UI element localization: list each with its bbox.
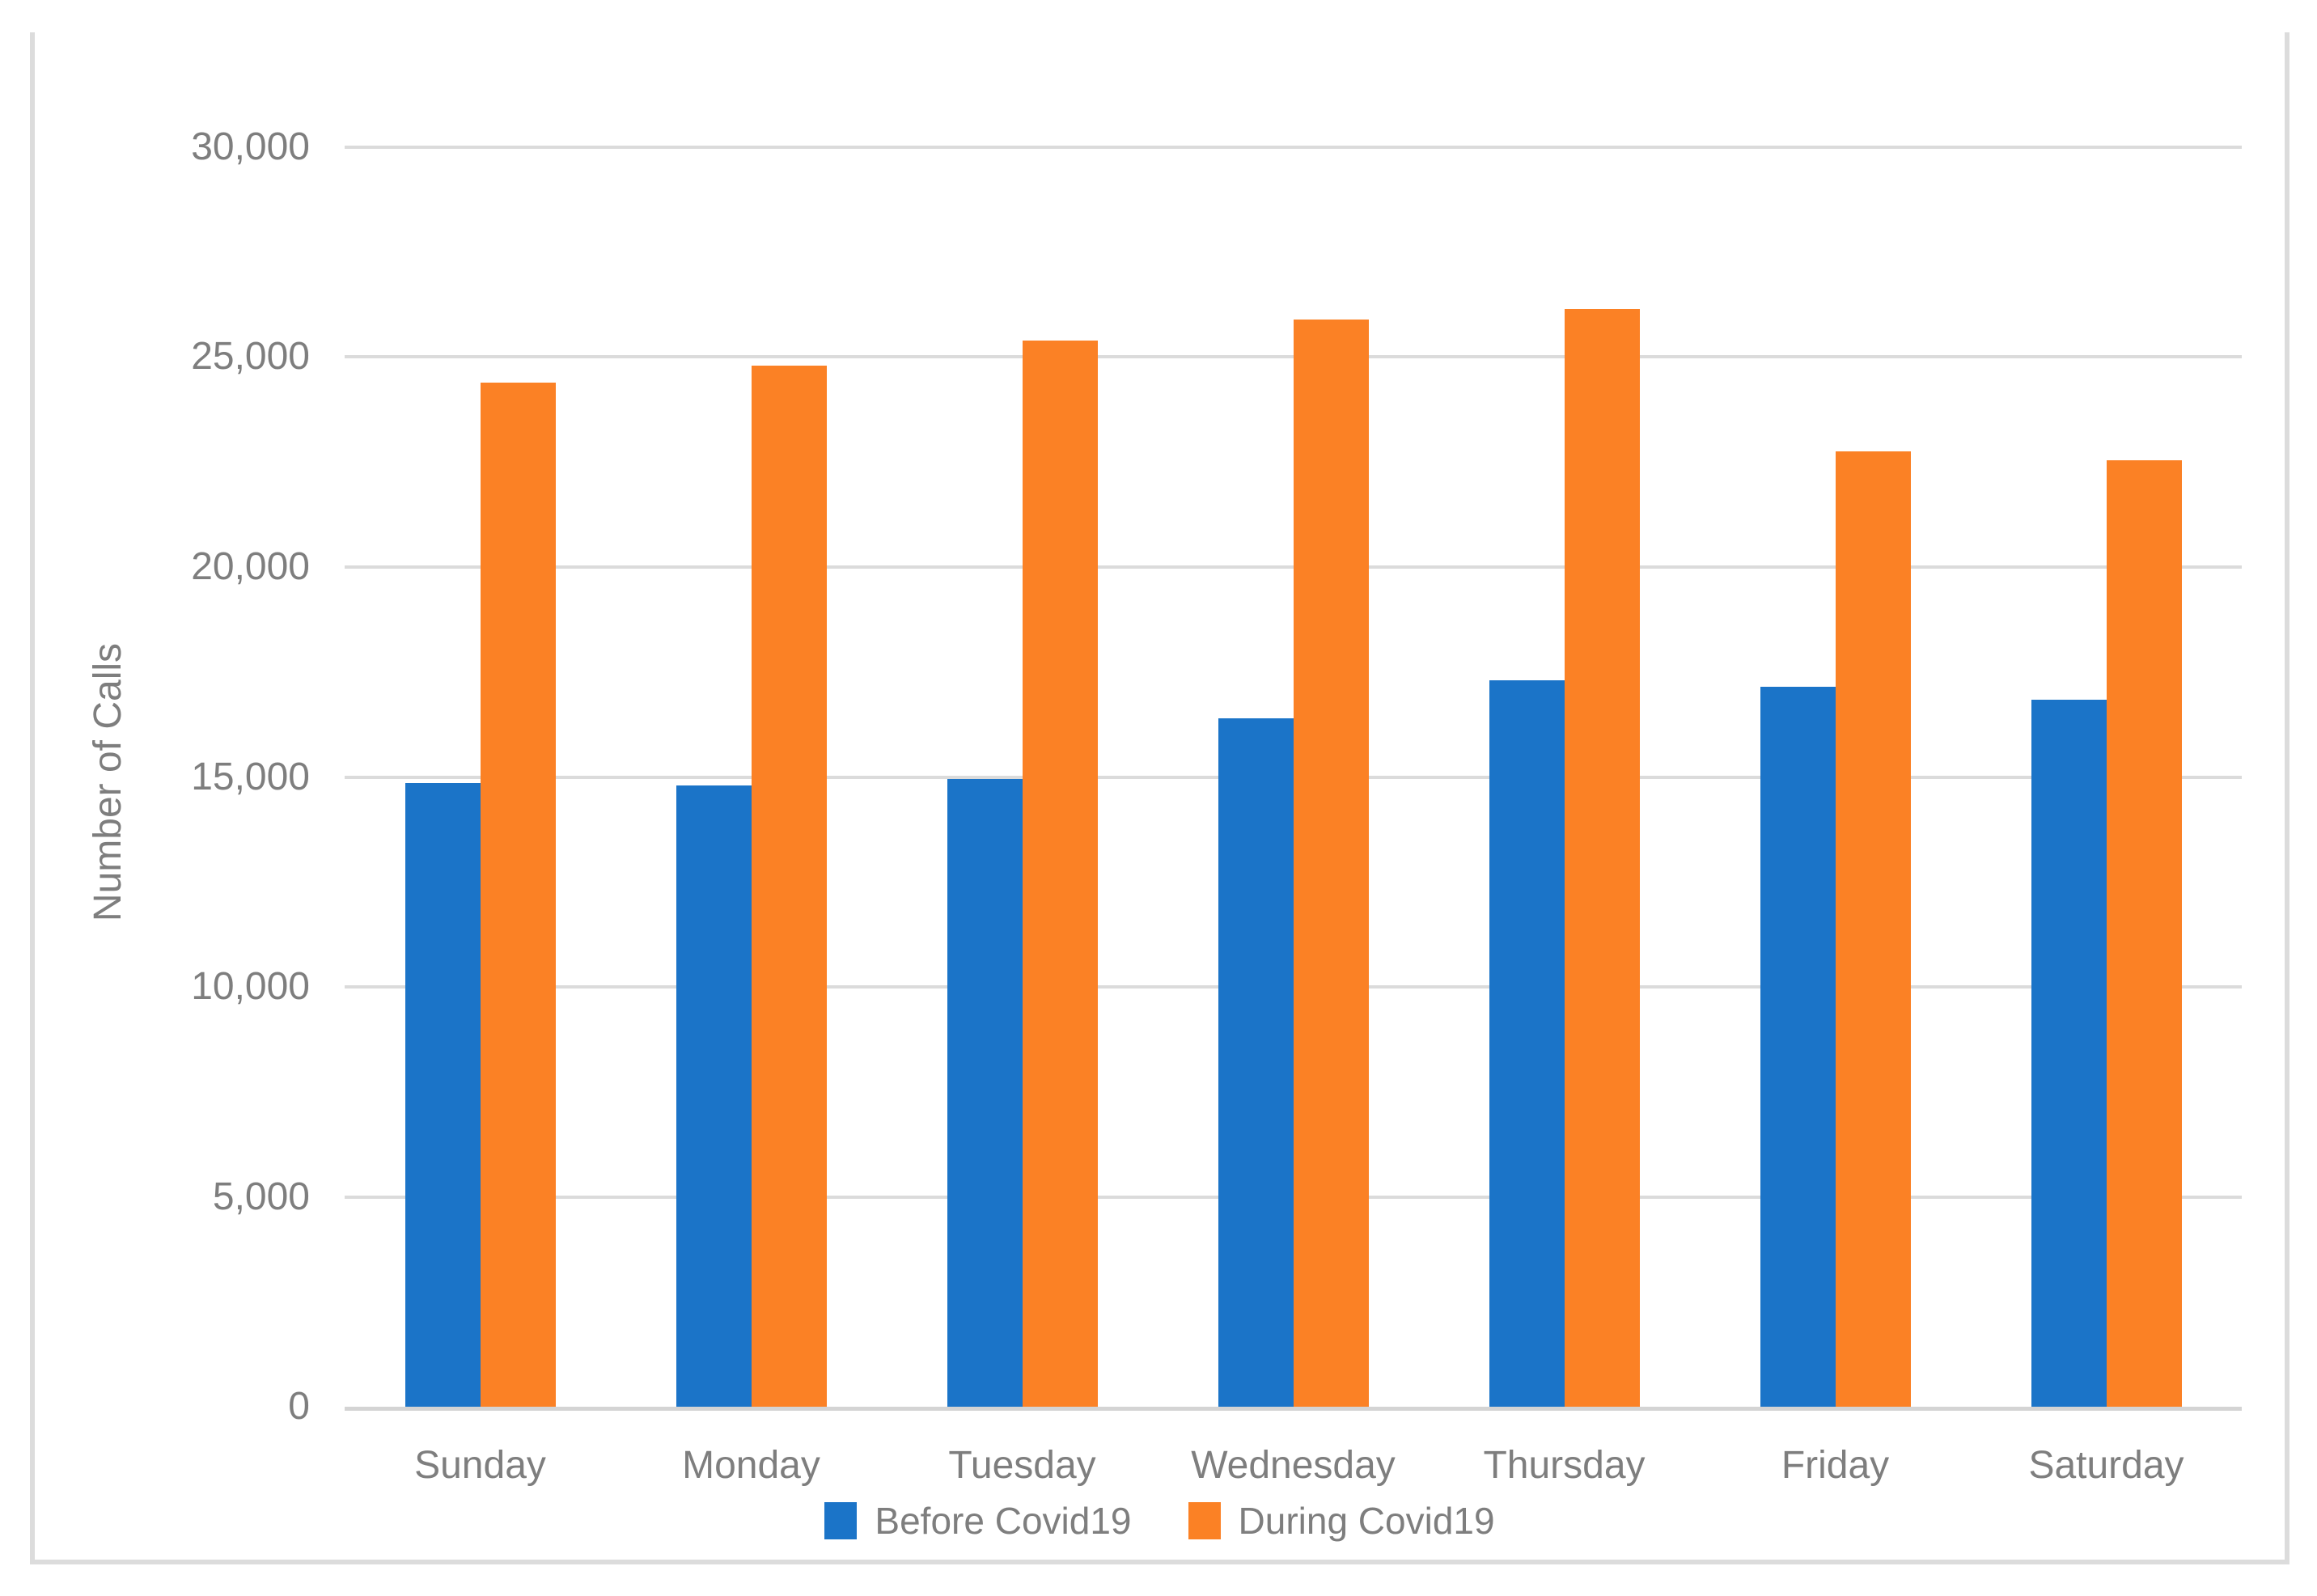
bar-group-tuesday	[887, 147, 1158, 1407]
legend-label-during-covid19: During Covid19	[1238, 1500, 1495, 1542]
y-tick-label-30-000: 30,000	[191, 125, 310, 168]
legend-swatch-during-covid19-icon	[1188, 1502, 1221, 1539]
bar-during-covid19-saturday	[2106, 459, 2182, 1407]
x-label-monday: Monday	[682, 1444, 820, 1487]
legend-label-before-covid19: Before Covid19	[875, 1500, 1132, 1542]
bar-during-covid19-thursday	[1564, 308, 1640, 1407]
bar-before-covid19-tuesday	[947, 779, 1023, 1407]
bar-group-monday	[616, 147, 887, 1407]
bar-group-thursday	[1429, 147, 1700, 1407]
bar-group-wednesday	[1158, 147, 1429, 1407]
x-label-tuesday: Tuesday	[948, 1444, 1096, 1487]
bar-before-covid19-saturday	[2031, 699, 2107, 1407]
x-label-wednesday: Wednesday	[1191, 1444, 1396, 1487]
bar-during-covid19-monday	[751, 365, 827, 1407]
bars-layer	[345, 147, 2242, 1407]
bar-before-covid19-wednesday	[1218, 718, 1294, 1407]
legend-item-during-covid19: During Covid19	[1188, 1498, 1495, 1543]
bar-group-friday	[1700, 147, 1971, 1407]
bar-before-covid19-sunday	[405, 783, 481, 1407]
y-tick-label-10-000: 10,000	[191, 964, 310, 1008]
bar-during-covid19-wednesday	[1293, 319, 1369, 1407]
y-axis-tick-labels: 30,000 25,000 20,000 15,000 10,000 5,000 0	[35, 125, 310, 1428]
y-tick-label-20-000: 20,000	[191, 544, 310, 588]
legend-swatch-before-covid19-icon	[824, 1502, 858, 1539]
legend-item-before-covid19: Before Covid19	[824, 1498, 1132, 1543]
plot-area	[345, 146, 2242, 1411]
legend: Before Covid19 During Covid19	[35, 1498, 2285, 1543]
bar-group-saturday	[1971, 147, 2242, 1407]
x-label-thursday: Thursday	[1483, 1444, 1646, 1487]
gridline-30-000	[345, 146, 2242, 149]
chart-frame: Number of Calls 30,000 25,000 20,000 15,000…	[30, 32, 2289, 1564]
bar-before-covid19-friday	[1760, 686, 1836, 1407]
y-tick-label-0: 0	[288, 1385, 310, 1428]
bar-group-sunday	[345, 147, 616, 1407]
bar-before-covid19-monday	[676, 785, 752, 1407]
x-label-sunday: Sunday	[414, 1444, 546, 1487]
x-axis-category-labels: Sunday Monday Tuesday Wednesday Thursday Frid…	[345, 1443, 2242, 1488]
bar-during-covid19-sunday	[480, 382, 556, 1407]
x-label-saturday: Saturday	[2028, 1444, 2184, 1487]
x-label-friday: Friday	[1781, 1444, 1890, 1487]
bar-during-covid19-friday	[1835, 451, 1911, 1407]
y-tick-label-15-000: 15,000	[191, 755, 310, 798]
y-tick-label-5-000: 5,000	[212, 1175, 310, 1218]
bar-during-covid19-tuesday	[1022, 340, 1098, 1407]
y-tick-label-25-000: 25,000	[191, 335, 310, 379]
bar-before-covid19-thursday	[1489, 680, 1565, 1407]
